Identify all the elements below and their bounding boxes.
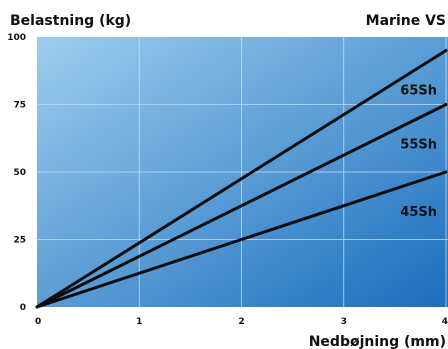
x-tick-label: 4 <box>442 317 448 327</box>
y-tick-label: 0 <box>20 303 26 313</box>
series-line-55Sh <box>35 103 448 309</box>
y-tick-label: 25 <box>13 236 26 246</box>
series-line-45Sh <box>35 170 448 309</box>
x-tick-label: 2 <box>238 317 244 327</box>
y-tick-label: 100 <box>7 33 26 43</box>
chart-title: Marine VS <box>366 13 446 29</box>
x-tick-labels: 0 1 2 3 4 <box>35 317 448 327</box>
y-tick-label: 75 <box>13 101 26 111</box>
series-label-55Sh: 55Sh <box>400 138 437 153</box>
series-lines <box>35 49 448 309</box>
y-axis-label: Belastning (kg) <box>10 13 131 29</box>
series-label-65Sh: 65Sh <box>400 84 437 99</box>
x-axis-label: Nedbøjning (mm) <box>309 334 446 349</box>
grid <box>37 37 448 307</box>
y-tick-label: 50 <box>13 168 26 178</box>
series-label-45Sh: 45Sh <box>400 205 437 220</box>
x-tick-label: 1 <box>136 317 142 327</box>
y-tick-labels: 0 25 50 75 100 <box>7 33 26 313</box>
series-labels: 65Sh 55Sh 45Sh <box>400 84 437 221</box>
x-tick-label: 3 <box>341 317 347 327</box>
x-tick-label: 0 <box>35 317 41 327</box>
series-line-65Sh <box>35 49 448 309</box>
